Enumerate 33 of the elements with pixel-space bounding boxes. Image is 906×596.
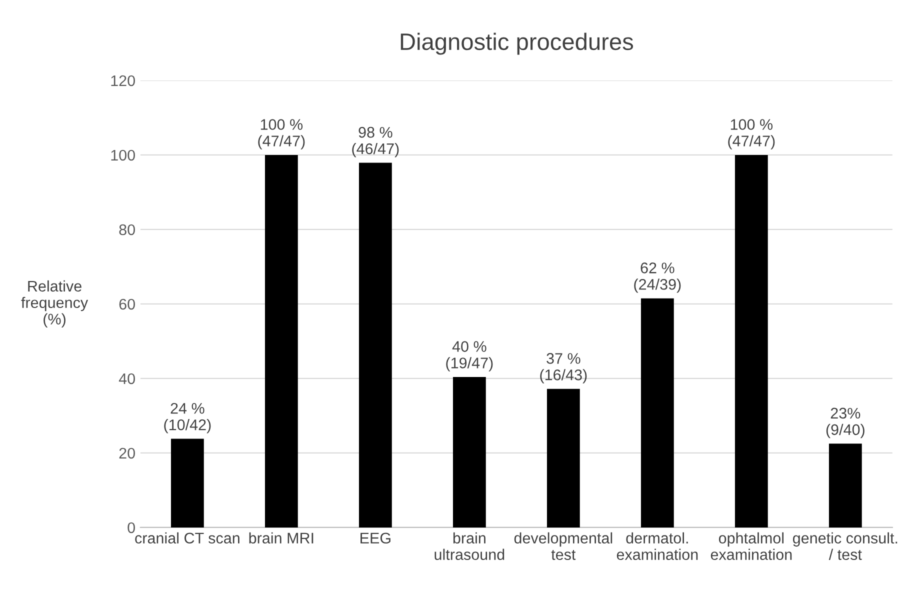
bar	[358, 162, 392, 528]
y-tick-label: 60	[119, 298, 135, 310]
y-tick-label: 0	[128, 522, 135, 534]
y-axis-title: Relative frequency (%)	[21, 280, 88, 328]
y-tick-label: 80	[119, 224, 135, 236]
bar	[264, 154, 298, 528]
x-tick-label: brain MRI	[249, 532, 314, 544]
bar	[452, 376, 486, 528]
data-label: 98 % (46/47)	[352, 126, 399, 158]
y-tick-label: 120	[111, 75, 135, 86]
data-label: 100 % (47/47)	[728, 119, 775, 150]
bar	[640, 298, 674, 528]
x-tick-label: genetic consult. / test	[792, 532, 898, 560]
y-tick-label: 20	[119, 448, 135, 459]
data-label: 100 % (47/47)	[258, 119, 305, 150]
y-tick-label: 40	[118, 373, 135, 384]
data-label: 40 % (19/47)	[446, 341, 493, 372]
chart-title: Diagnostic procedures	[400, 32, 634, 55]
x-tick-label: developmental test	[514, 532, 612, 560]
x-tick-label: ophtalmol examination	[710, 532, 792, 560]
bar	[546, 388, 580, 528]
bar	[734, 154, 768, 528]
x-tick-label: dermatol. examination	[616, 532, 698, 560]
data-label: 62 % (24/39)	[634, 262, 681, 293]
data-label: 23% (9/40)	[826, 408, 864, 438]
y-tick-label: 100	[111, 150, 135, 161]
x-tick-label: cranial CT scan	[135, 532, 240, 544]
bar	[170, 438, 204, 528]
data-label: 37 % (16/43)	[540, 353, 587, 384]
data-label: 24 % (10/42)	[164, 402, 211, 434]
x-tick-label: brain ultrasound	[434, 532, 504, 560]
bar	[828, 444, 862, 528]
x-tick-label: EEG	[360, 532, 390, 544]
